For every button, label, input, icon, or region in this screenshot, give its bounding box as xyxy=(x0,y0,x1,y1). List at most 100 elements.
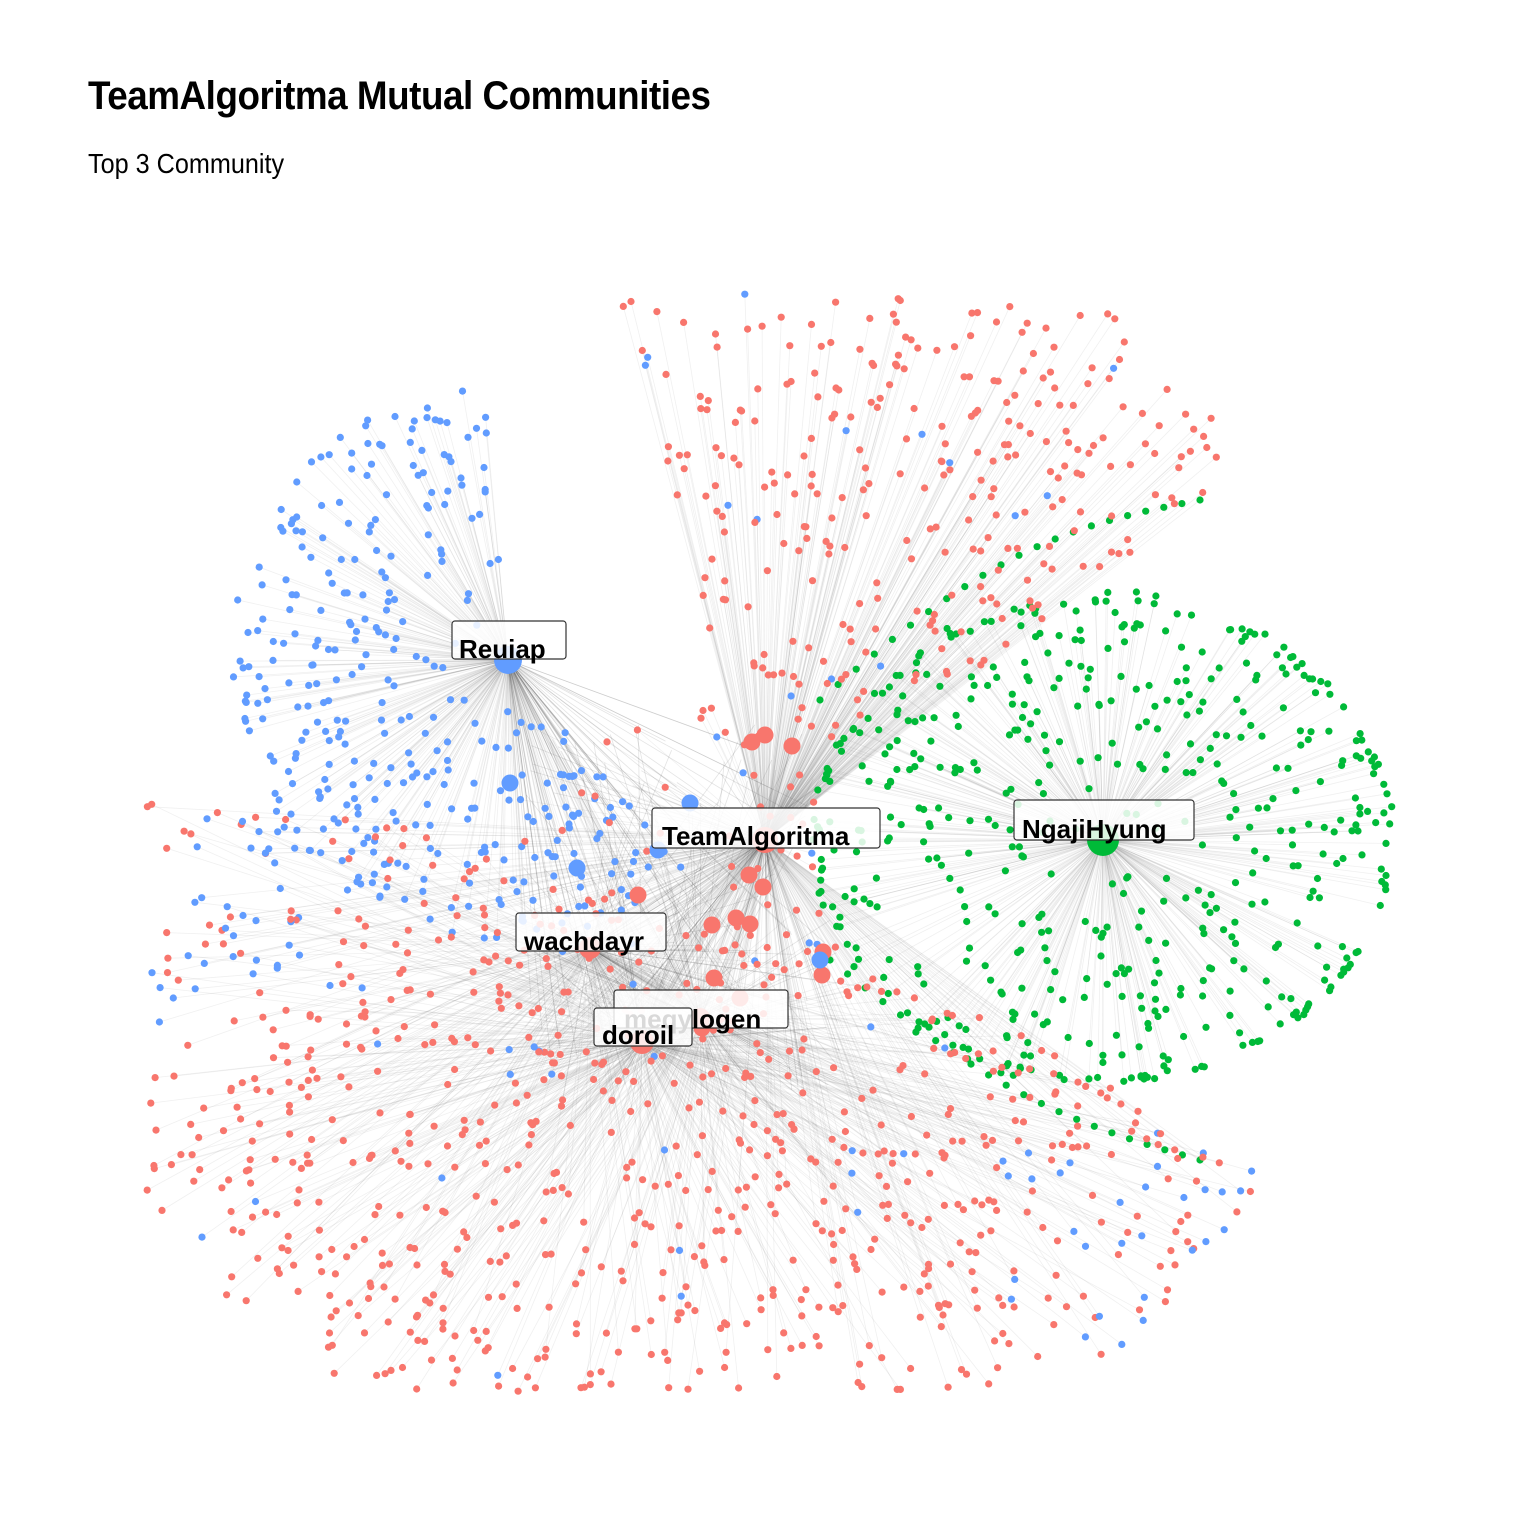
node-1427 xyxy=(534,1004,542,1013)
node-1507 xyxy=(1011,1275,1019,1283)
edge-631 xyxy=(964,839,1104,907)
node-436 xyxy=(1033,708,1041,716)
node-561 xyxy=(997,1069,1005,1077)
edge-1341 xyxy=(641,1041,943,1154)
node-1234 xyxy=(734,1186,742,1194)
edge-46 xyxy=(257,659,509,704)
node-2034 xyxy=(570,772,578,780)
node-827 xyxy=(1150,600,1158,608)
node-289 xyxy=(377,716,386,724)
edge-1143 xyxy=(764,441,1047,841)
edge-795 xyxy=(1019,839,1104,1068)
node-96 xyxy=(244,628,252,637)
edge-85 xyxy=(384,659,509,734)
node-191 xyxy=(365,528,373,536)
node-639 xyxy=(1046,761,1054,769)
node-1095 xyxy=(1074,446,1082,454)
node-1479 xyxy=(376,893,384,901)
edge-1765 xyxy=(452,1017,701,1384)
node-1850 xyxy=(429,861,437,869)
edge-169 xyxy=(485,417,509,661)
edge-865 xyxy=(764,624,911,841)
node-1916 xyxy=(343,886,352,894)
edge-513 xyxy=(1050,839,1104,990)
edge-1808 xyxy=(764,839,1044,1228)
edge-984 xyxy=(716,347,766,841)
edge-1983 xyxy=(561,947,591,1107)
node-785 xyxy=(817,866,826,874)
edge-431 xyxy=(1020,839,1104,1069)
edge-146 xyxy=(340,659,509,732)
edge-1947 xyxy=(641,1041,1193,1251)
node-535 xyxy=(1021,658,1029,667)
node-1742 xyxy=(1153,1162,1162,1170)
node-370 xyxy=(1137,907,1146,915)
node-698 xyxy=(1213,760,1221,768)
node-1004 xyxy=(832,298,840,306)
node-1402 xyxy=(1034,1352,1042,1361)
node-1684 xyxy=(550,1169,558,1178)
node-139 xyxy=(423,404,431,412)
edge-14 xyxy=(412,659,509,778)
node-1791 xyxy=(685,1104,693,1112)
node-734 xyxy=(1357,754,1365,762)
edge-1628 xyxy=(699,1017,739,1389)
edge-1713 xyxy=(764,839,894,1154)
edge-1444 xyxy=(641,1041,1172,1251)
node-1797 xyxy=(877,987,886,996)
node-1804 xyxy=(973,1304,981,1312)
edge-366 xyxy=(1088,839,1104,1044)
edge-74 xyxy=(243,659,509,669)
node-237 xyxy=(351,636,359,644)
node-43 xyxy=(492,743,500,752)
edge-519 xyxy=(1102,839,1156,1012)
edge-457 xyxy=(923,839,1104,985)
node-1008 xyxy=(856,345,864,353)
node-1455 xyxy=(940,1201,949,1209)
edge-1900 xyxy=(290,918,643,1043)
edge-983 xyxy=(764,631,962,841)
node-919 xyxy=(778,669,786,677)
edge-367 xyxy=(1030,839,1104,1057)
node-678 xyxy=(1251,630,1259,638)
node-1720 xyxy=(326,981,334,990)
node-2122 xyxy=(741,915,759,933)
node-1136 xyxy=(828,733,836,741)
node-2022 xyxy=(667,1246,675,1254)
edge-1507 xyxy=(764,839,1016,1280)
edge-720 xyxy=(833,839,1104,851)
edge-1468 xyxy=(410,947,591,991)
edge-858 xyxy=(1102,839,1281,1025)
edge-954 xyxy=(764,353,1034,841)
node-724 xyxy=(936,682,944,690)
node-959 xyxy=(754,385,762,393)
node-1467 xyxy=(751,1097,759,1105)
edge-1003 xyxy=(764,474,1082,841)
node-1680 xyxy=(639,1176,647,1184)
node-1112 xyxy=(987,594,995,602)
node-697 xyxy=(850,898,858,906)
node-992 xyxy=(940,471,948,479)
edge-2298 xyxy=(764,839,796,1024)
node-1187 xyxy=(1026,597,1034,605)
edge-808 xyxy=(907,839,1104,1014)
node-1788 xyxy=(1184,1238,1192,1246)
edge-2279 xyxy=(641,831,701,1019)
edge-2073 xyxy=(764,839,772,978)
node-1035 xyxy=(873,403,882,411)
edge-1425 xyxy=(527,1017,701,1378)
node-1463 xyxy=(248,1213,257,1221)
edge-181 xyxy=(507,659,614,818)
edge-660 xyxy=(1102,839,1204,981)
node-54 xyxy=(412,652,420,661)
edge-883 xyxy=(764,839,848,975)
edge-2316 xyxy=(764,839,834,925)
edge-1248 xyxy=(289,839,766,1106)
node-2087 xyxy=(810,798,818,806)
edge-2012 xyxy=(512,1041,643,1226)
node-833 xyxy=(1120,1077,1128,1085)
node-805 xyxy=(815,889,823,897)
node-893 xyxy=(1020,1091,1028,1099)
node-1868 xyxy=(878,1354,886,1362)
node-73 xyxy=(336,433,344,441)
